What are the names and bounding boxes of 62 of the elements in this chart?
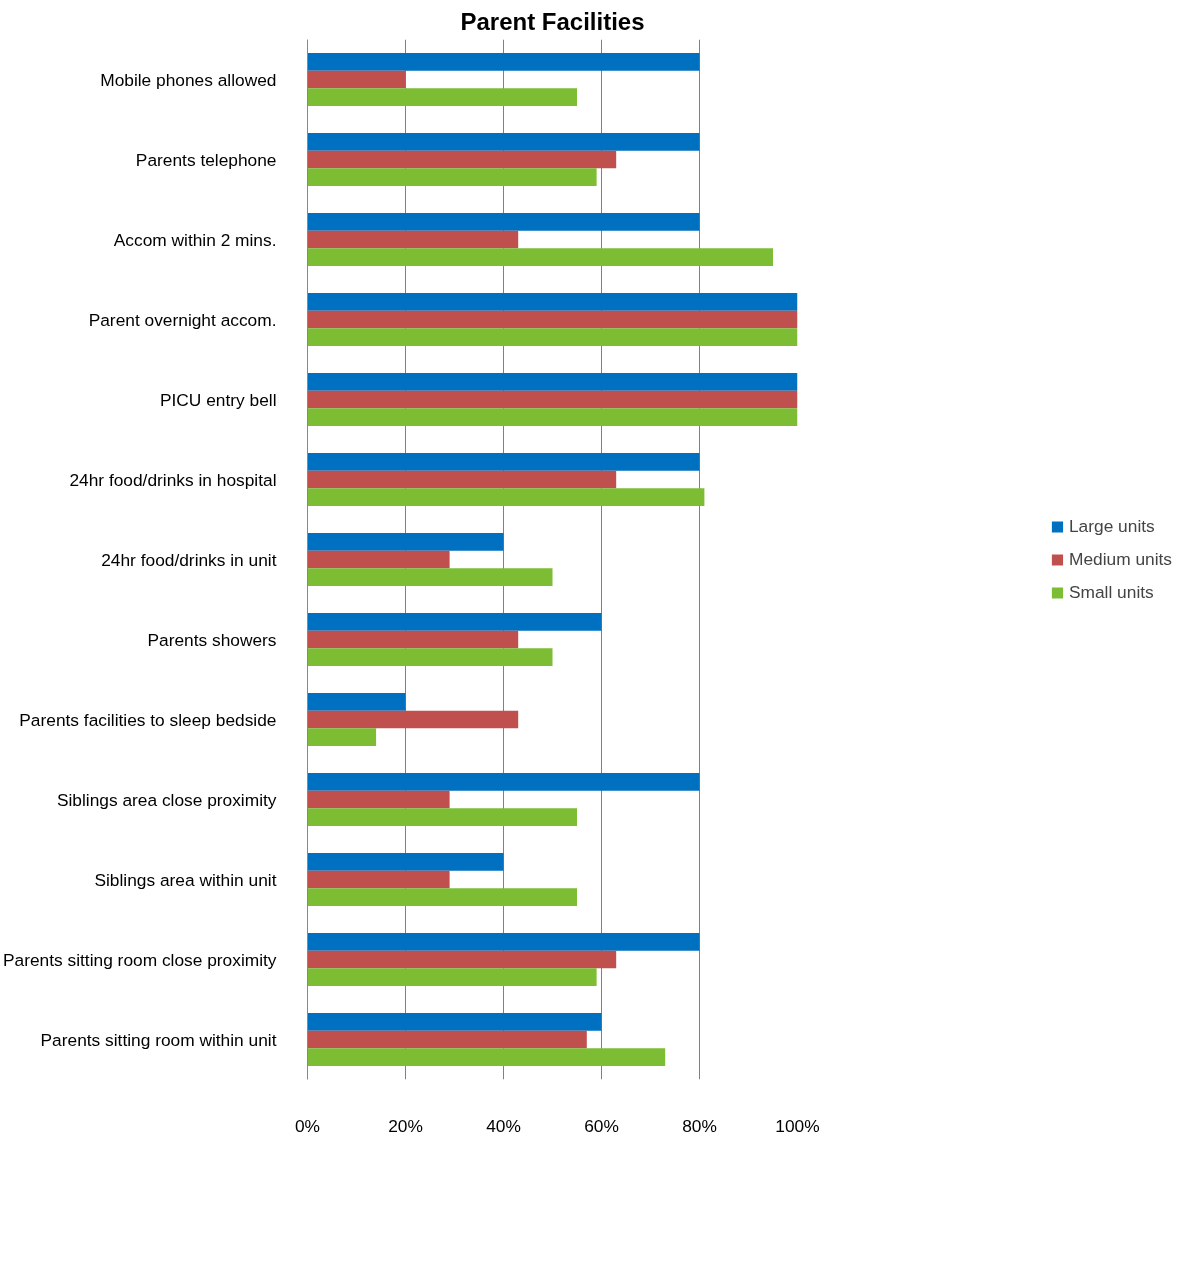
x-tick-label: 0% xyxy=(294,1115,321,1136)
bar xyxy=(307,1013,602,1031)
y-tick-label: Parents sitting room within unit xyxy=(40,1029,277,1050)
y-tick-label: 24hr food/drinks in unit xyxy=(101,549,277,570)
bar xyxy=(307,950,617,969)
bar xyxy=(307,133,700,151)
chart-title: Parent Facilities xyxy=(460,7,645,35)
bar xyxy=(307,1030,587,1049)
y-tick-label: Siblings area within unit xyxy=(94,869,277,890)
bar xyxy=(307,933,700,951)
bar xyxy=(307,853,504,871)
bar xyxy=(307,613,602,631)
x-tick-label: 100% xyxy=(775,1115,820,1136)
bar xyxy=(307,328,798,346)
bar xyxy=(307,390,798,409)
y-tick-label: Parents facilities to sleep bedside xyxy=(19,709,277,730)
bar xyxy=(307,1048,666,1066)
y-tick-label: Parents showers xyxy=(147,629,277,650)
bar xyxy=(307,790,450,809)
bar xyxy=(307,230,519,249)
bar xyxy=(307,488,705,506)
bar xyxy=(307,408,798,426)
bar xyxy=(307,150,617,169)
bar xyxy=(307,213,700,231)
bar xyxy=(307,648,553,666)
bar xyxy=(307,53,700,71)
y-tick-label: Parents sitting room close proximity xyxy=(3,949,277,970)
y-tick-label: Parents telephone xyxy=(135,149,277,170)
bar xyxy=(307,630,519,649)
bar xyxy=(307,693,406,711)
x-tick-label: 80% xyxy=(682,1115,717,1136)
y-tick-label: PICU entry bell xyxy=(159,389,277,410)
bar xyxy=(307,533,504,551)
bar xyxy=(307,773,700,791)
y-tick-label: Siblings area close proximity xyxy=(56,789,277,810)
legend-label: Large units xyxy=(1068,515,1155,537)
y-tick-label: Parent overnight accom. xyxy=(88,309,277,330)
bar xyxy=(307,453,700,471)
bar xyxy=(307,470,617,489)
bar xyxy=(307,70,406,89)
bar xyxy=(307,373,798,391)
x-tick-label: 60% xyxy=(584,1115,619,1136)
bar xyxy=(307,168,597,186)
bar xyxy=(307,568,553,586)
y-tick-label: 24hr food/drinks in hospital xyxy=(69,469,277,490)
bar xyxy=(307,248,773,266)
bar xyxy=(307,728,377,746)
x-tick-label: 40% xyxy=(486,1115,521,1136)
bar xyxy=(307,550,450,569)
bar xyxy=(307,88,577,106)
x-tick-label: 20% xyxy=(388,1115,423,1136)
legend-label: Medium units xyxy=(1068,548,1173,570)
bar xyxy=(307,710,519,729)
legend-label: Small units xyxy=(1068,581,1154,603)
bar xyxy=(307,870,450,889)
bar xyxy=(307,968,597,986)
bar xyxy=(307,888,577,906)
bar xyxy=(307,293,798,311)
y-tick-label: Mobile phones allowed xyxy=(100,69,277,90)
bar xyxy=(307,808,577,826)
y-tick-label: Accom within 2 mins. xyxy=(113,229,277,250)
bar xyxy=(307,310,798,329)
